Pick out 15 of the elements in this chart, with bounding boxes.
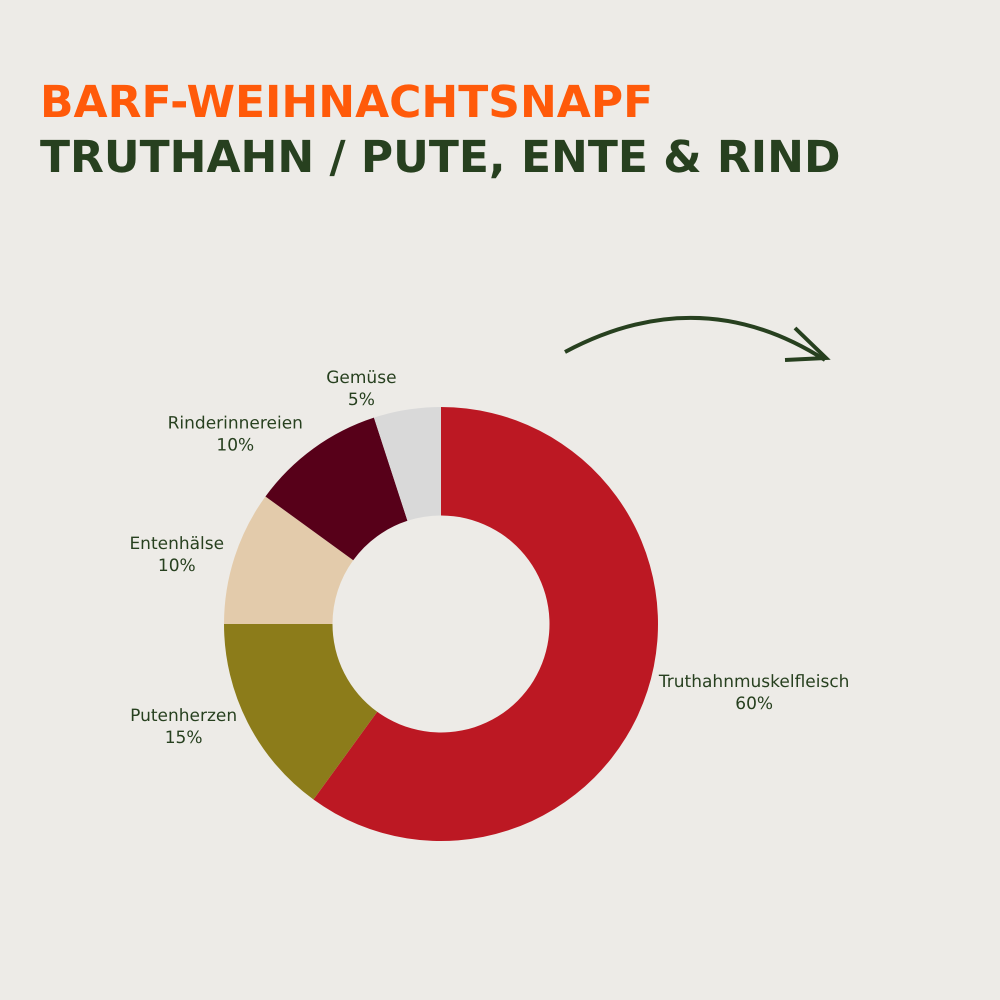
donut-slice [313, 407, 658, 841]
donut-slice [224, 496, 354, 624]
slice-label: Rinderinnereien [168, 414, 303, 434]
data-label: 10% [216, 436, 254, 456]
donut-slice [374, 407, 441, 521]
data-label: 60% [735, 694, 774, 714]
slice-label: Truthahnmuskelfleisch [658, 672, 850, 692]
chart-subtitle: TRUTHAHN / PUTE, ENTE & RIND [40, 132, 841, 183]
data-label: 5% [348, 390, 375, 410]
chart-title: BARF-WEIHNACHTSNAPF [40, 77, 654, 128]
slice-label: Gemüse [326, 368, 397, 388]
data-label: 15% [164, 728, 203, 748]
slice-label: Entenhälse [129, 534, 224, 554]
data-label: 10% [158, 556, 196, 576]
slice-label: Putenherzen [130, 706, 238, 726]
